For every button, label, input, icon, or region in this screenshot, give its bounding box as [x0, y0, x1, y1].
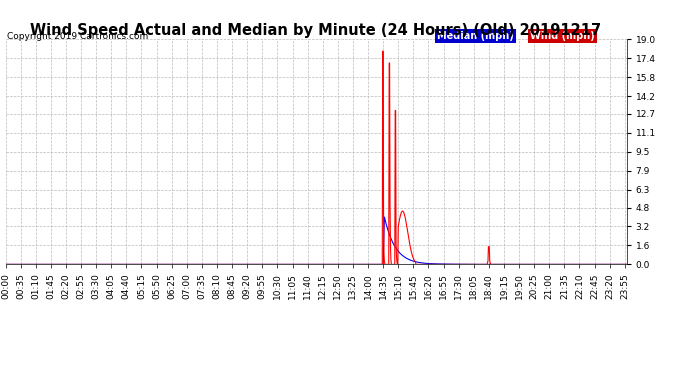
Text: Wind (mph): Wind (mph) [530, 31, 595, 41]
Text: Copyright 2019 Cartronics.com: Copyright 2019 Cartronics.com [7, 32, 148, 41]
Text: Median (mph): Median (mph) [437, 31, 514, 41]
Title: Wind Speed Actual and Median by Minute (24 Hours) (Old) 20191217: Wind Speed Actual and Median by Minute (… [30, 23, 602, 38]
